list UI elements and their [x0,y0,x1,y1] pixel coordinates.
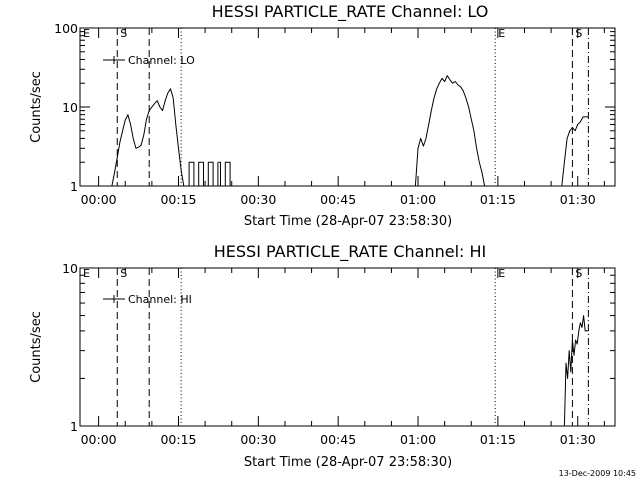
x-tick-label: 00:15 [160,432,196,447]
y-tick-label: 10 [62,100,78,115]
chart-lo-series [111,75,589,187]
chart-lo-ylabel: Counts/sec [29,71,44,143]
data-series-line [561,116,589,187]
y-tick-label: 1 [70,179,78,194]
event-marker-label: S [120,267,127,280]
event-marker-label: S [575,267,582,280]
chart-lo-title: HESSI PARTICLE_RATE Channel: LO [212,2,489,22]
chart-hi-series [563,315,589,427]
event-marker-label: E [498,27,505,40]
x-tick-label: 01:15 [480,192,516,207]
chart-lo-legend: Channel: LO [103,54,195,67]
data-series-line [218,161,231,187]
x-tick-label: 00:15 [160,192,196,207]
chart-lo: HESSI PARTICLE_RATE Channel: LO 00:00 00:… [29,2,616,229]
chart-lo-legend-label: Channel: LO [128,54,195,67]
chart-lo-ticks: 00:00 00:15 00:30 00:45 01:00 01:15 01:30 1 10 10… [54,21,615,207]
data-series-line [414,75,486,187]
x-tick-label: 00:00 [81,432,117,447]
data-series-line [188,161,219,187]
chart-hi-legend-label: Channel: HI [128,293,192,306]
x-tick-label: 01:00 [400,192,436,207]
data-series-line [563,315,589,427]
chart-lo-xlabel: Start Time (28-Apr-07 23:58:30) [244,214,452,229]
chart-hi-ticks: 00:00 00:15 00:30 00:45 01:00 01:15 01:30 1 10 [62,261,615,447]
event-marker-label: E [83,267,90,280]
chart-hi-frame [79,267,616,427]
footer-timestamp: 13-Dec-2009 10:45 [559,469,636,478]
y-tick-label: 100 [54,21,78,36]
data-series-line [111,88,185,187]
x-tick-label: 00:00 [81,192,117,207]
x-tick-label: 01:15 [480,432,516,447]
x-tick-label: 00:45 [320,432,356,447]
y-tick-label: 1 [70,419,78,434]
x-tick-label: 01:30 [560,432,596,447]
chart-hi-ylabel: Counts/sec [29,311,44,383]
chart-hi-legend: Channel: HI [103,293,192,306]
x-tick-label: 01:30 [560,192,596,207]
x-tick-label: 00:30 [240,192,276,207]
x-tick-label: 01:00 [400,432,436,447]
x-tick-label: 00:45 [320,192,356,207]
chart-hi-xlabel: Start Time (28-Apr-07 23:58:30) [244,455,452,470]
event-marker-label: S [575,27,582,40]
event-marker-label: E [498,267,505,280]
x-tick-label: 00:30 [240,432,276,447]
event-marker-label: E [83,27,90,40]
chart-hi-title: HESSI PARTICLE_RATE Channel: HI [214,242,487,262]
event-marker-label: S [120,27,127,40]
chart-hi: HESSI PARTICLE_RATE Channel: HI 00:00 00:… [29,242,616,470]
y-tick-label: 10 [62,261,78,276]
